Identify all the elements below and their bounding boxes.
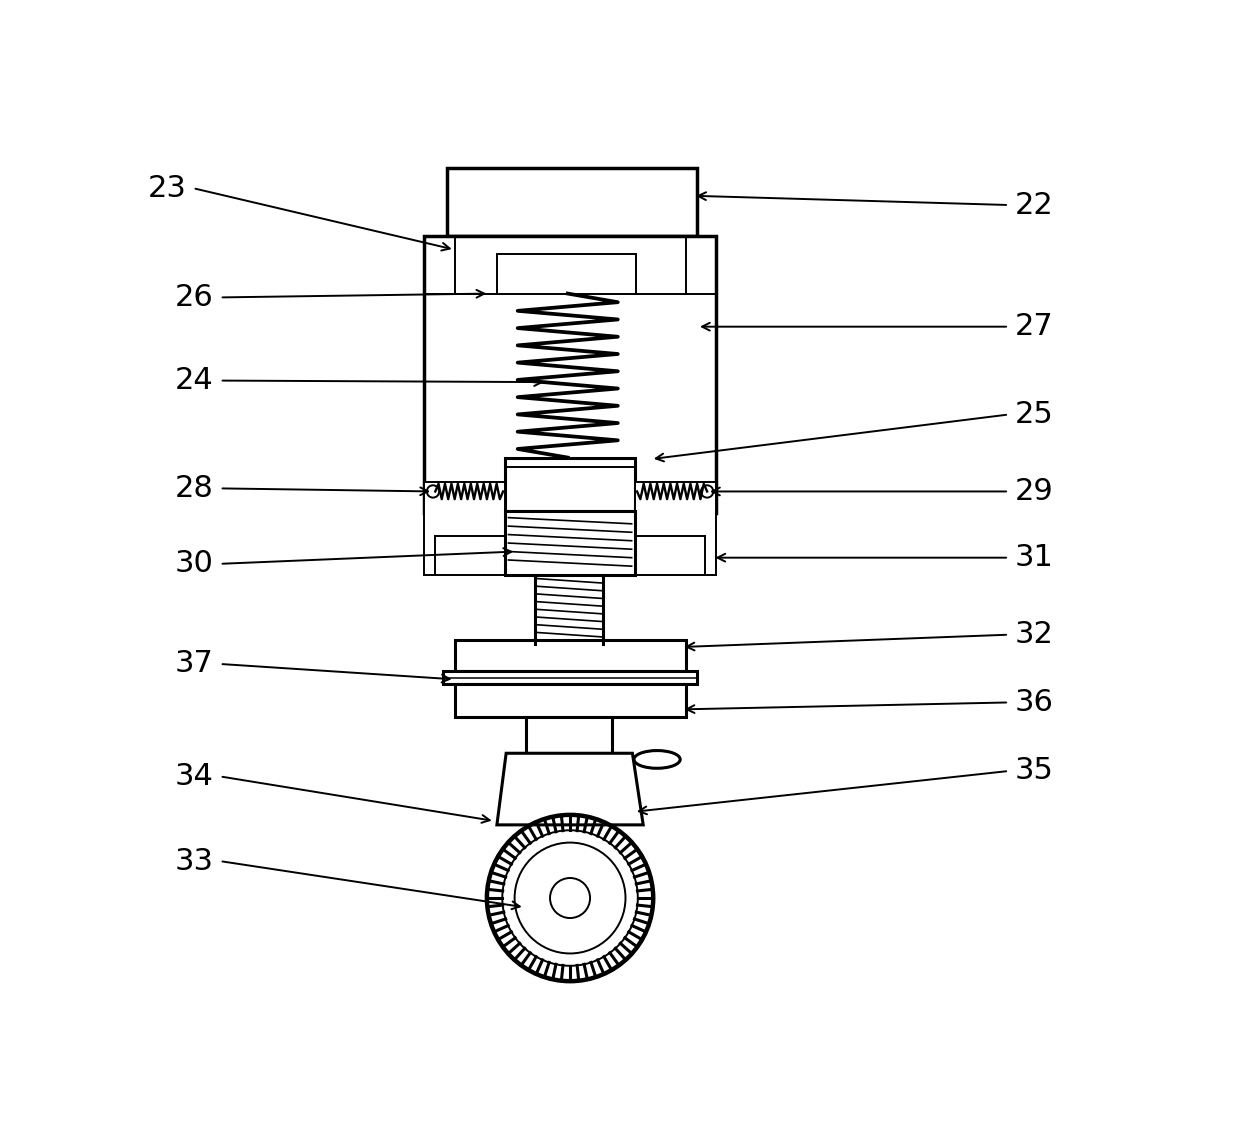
Circle shape xyxy=(701,485,713,498)
Bar xyxy=(424,482,505,575)
Bar xyxy=(505,458,635,511)
Text: 31: 31 xyxy=(1016,543,1054,572)
Ellipse shape xyxy=(634,751,681,768)
Text: 34: 34 xyxy=(175,762,213,791)
Circle shape xyxy=(551,878,590,918)
Bar xyxy=(505,511,635,575)
Bar xyxy=(424,236,717,513)
Text: 23: 23 xyxy=(148,173,186,202)
Text: 37: 37 xyxy=(175,649,213,679)
Text: 33: 33 xyxy=(175,847,213,875)
Text: 36: 36 xyxy=(1016,688,1054,717)
Bar xyxy=(455,640,686,671)
Bar xyxy=(455,684,686,717)
Text: 25: 25 xyxy=(1016,400,1054,429)
Text: 32: 32 xyxy=(1016,620,1054,649)
Bar xyxy=(497,253,635,294)
Bar xyxy=(446,169,697,236)
Text: 22: 22 xyxy=(1016,190,1054,219)
Bar xyxy=(443,671,697,684)
Text: 29: 29 xyxy=(1016,477,1054,506)
Bar xyxy=(635,482,717,575)
Text: 27: 27 xyxy=(1016,312,1054,342)
Circle shape xyxy=(427,485,439,498)
Text: 30: 30 xyxy=(175,550,213,578)
Bar xyxy=(526,717,613,756)
Circle shape xyxy=(515,843,625,953)
Text: 24: 24 xyxy=(175,366,213,395)
Text: 35: 35 xyxy=(1016,757,1054,785)
Polygon shape xyxy=(497,753,644,824)
Text: 28: 28 xyxy=(175,474,213,503)
Text: 26: 26 xyxy=(175,283,213,312)
Circle shape xyxy=(502,830,637,966)
